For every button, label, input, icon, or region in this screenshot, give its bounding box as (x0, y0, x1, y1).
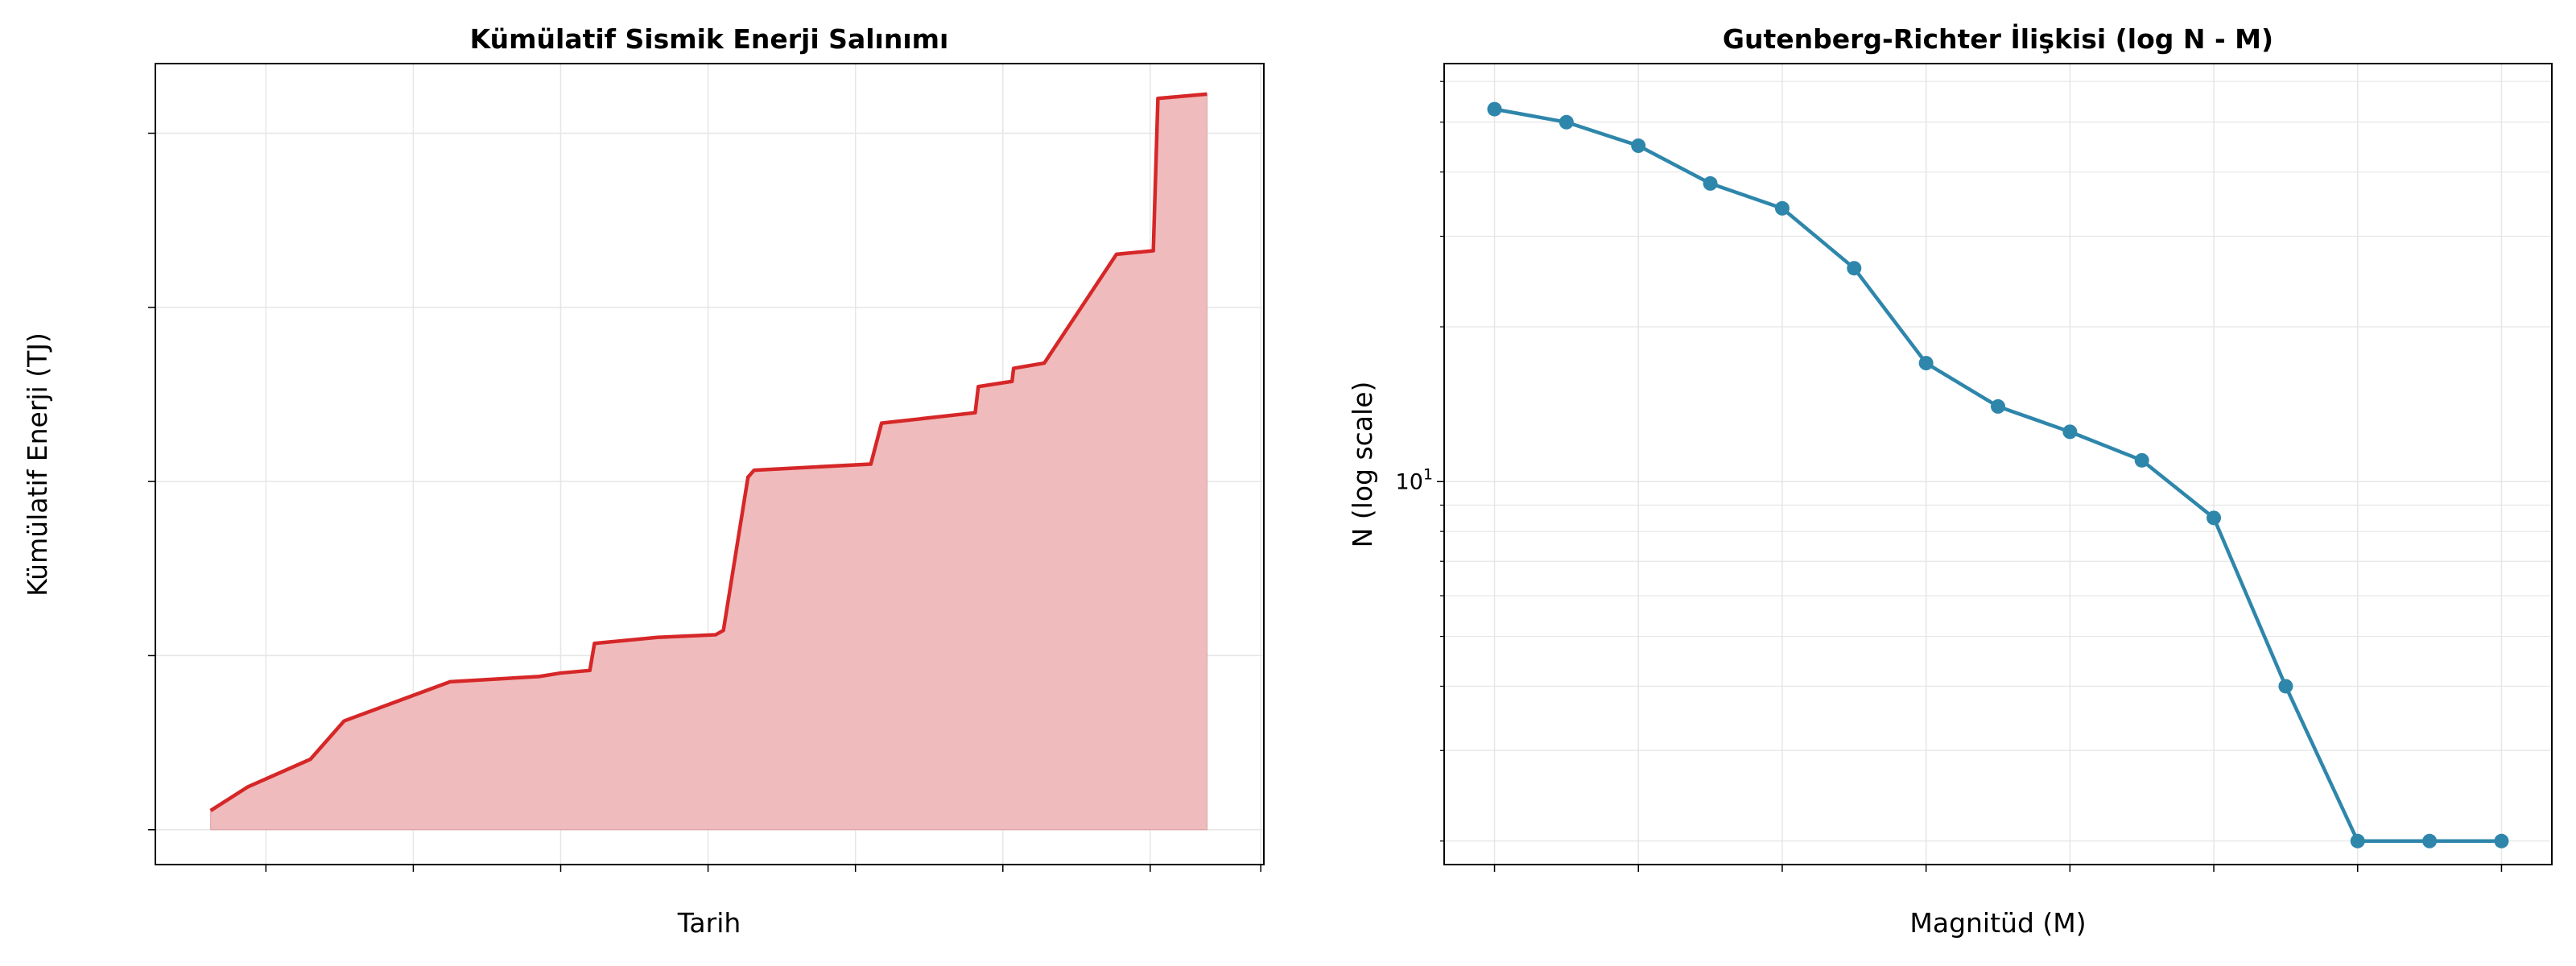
gr-chart-ylabel: N (log scale) (1347, 382, 1378, 548)
gr-data-point (2207, 510, 2222, 526)
gr-y-tick-exponent: 1 (1423, 465, 1433, 483)
gr-y-major-tick-label: 101 (1396, 465, 1433, 494)
gr-data-point (1774, 200, 1790, 216)
gr-chart-ticks: 101 (1396, 80, 2503, 872)
gr-data-point (2422, 833, 2438, 848)
gr-data-point (1847, 261, 1862, 276)
energy-chart-data (209, 92, 1208, 831)
gr-data-point (2494, 833, 2509, 848)
energy-chart-ticks (148, 132, 1261, 872)
gr-data-point (2278, 679, 2293, 694)
energy-chart-ylabel: Kümülatif Enerji (TJ) (22, 332, 53, 597)
energy-line (209, 92, 1208, 812)
gr-data-point (2134, 452, 2149, 468)
energy-chart: Kümülatif Sismik Enerji Salınımı Tarih K… (22, 23, 1265, 939)
gr-data-point (2062, 424, 2078, 440)
gr-data-point (1918, 356, 1934, 371)
energy-chart-xlabel: Tarih (677, 907, 741, 939)
gr-y-tick-base: 10 (1396, 469, 1423, 494)
energy-chart-frame (155, 63, 1265, 865)
gr-data-point (1487, 101, 1502, 117)
gr-chart-xlabel: Magnitüd (M) (1909, 907, 2086, 939)
gr-chart-data (1487, 101, 2509, 848)
energy-chart-title: Kümülatif Sismik Enerji Salınımı (470, 23, 949, 55)
gutenberg-richter-chart: Gutenberg-Richter İlişkisi (log N - M) 1… (1347, 23, 2553, 939)
gr-chart-frame (1443, 63, 2553, 865)
gr-data-point (1631, 138, 1646, 154)
gr-data-point (1558, 114, 1574, 130)
gr-data-point (1703, 175, 1718, 191)
gr-chart-grid (1444, 64, 2552, 865)
gr-chart-title: Gutenberg-Richter İlişkisi (log N - M) (1723, 23, 2273, 55)
gr-data-point (1991, 398, 2005, 414)
gr-data-point (2350, 833, 2365, 848)
